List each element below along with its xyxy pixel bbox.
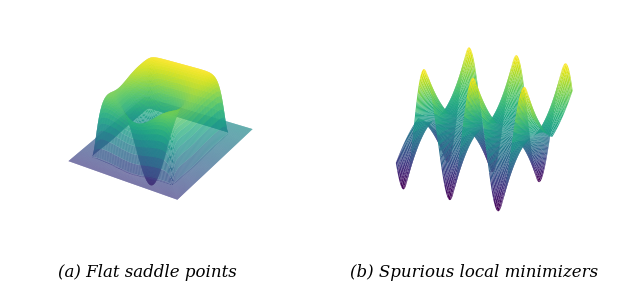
- Text: (a) Flat saddle points: (a) Flat saddle points: [58, 264, 237, 281]
- Text: (b) Spurious local minimizers: (b) Spurious local minimizers: [349, 264, 598, 281]
